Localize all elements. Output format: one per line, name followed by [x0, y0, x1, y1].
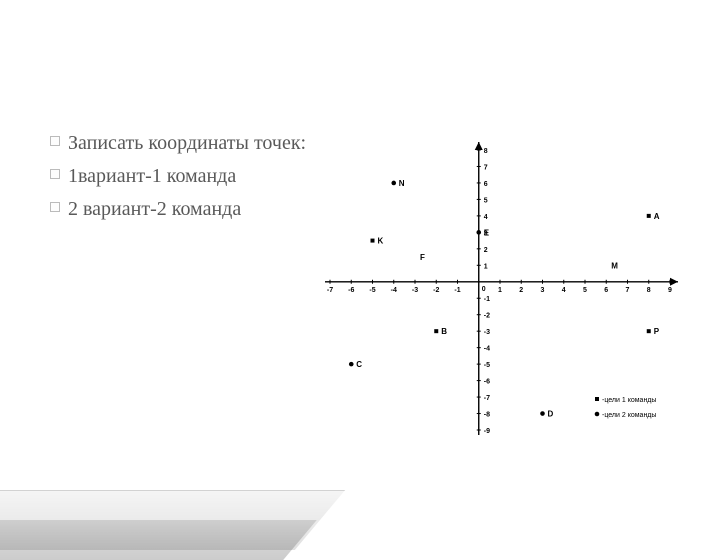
svg-text:3: 3 — [541, 287, 545, 294]
svg-text:-2: -2 — [433, 287, 439, 294]
svg-text:2: 2 — [519, 287, 523, 294]
svg-text:5: 5 — [484, 197, 488, 204]
svg-text:-9: -9 — [484, 428, 490, 435]
svg-text:F: F — [420, 253, 425, 262]
svg-text:M: M — [611, 261, 618, 270]
svg-text:A: A — [654, 212, 660, 221]
svg-text:4: 4 — [562, 287, 566, 294]
svg-text:1: 1 — [498, 287, 502, 294]
instruction-line-2: 1вариант-1 команда — [50, 163, 310, 190]
svg-text:5: 5 — [583, 287, 587, 294]
svg-text:C: C — [356, 360, 362, 369]
svg-text:-1: -1 — [484, 296, 490, 303]
svg-text:7: 7 — [484, 164, 488, 171]
svg-text:E: E — [484, 228, 490, 237]
instruction-text: Записать координаты точек: 1вариант-1 ко… — [50, 130, 310, 229]
svg-text:-3: -3 — [484, 329, 490, 336]
svg-text:-цели 2 команды: -цели 2 команды — [602, 412, 656, 419]
svg-text:2: 2 — [484, 247, 488, 254]
coordinate-chart: -7 -6 -5 -4 -3 -2 -1 0 1 2 3 4 5 6 7 8 9 -9 -8 -7 -6 -5 -4 -3 -2… — [310, 140, 690, 440]
svg-text:-7: -7 — [327, 287, 333, 294]
svg-text:-цели 1 команды: -цели 1 команды — [602, 397, 656, 404]
svg-text:4: 4 — [484, 214, 488, 221]
svg-text:-3: -3 — [412, 287, 418, 294]
svg-text:-4: -4 — [484, 346, 490, 353]
svg-text:1: 1 — [484, 263, 488, 270]
chart-svg: -7 -6 -5 -4 -3 -2 -1 0 1 2 3 4 5 6 7 8 9 -9 -8 -7 -6 -5 -4 -3 -2… — [310, 140, 690, 440]
svg-text:K: K — [378, 237, 384, 246]
svg-text:8: 8 — [484, 148, 488, 155]
slide-decoration-shadow — [0, 520, 317, 560]
svg-text:-6: -6 — [484, 379, 490, 386]
svg-text:P: P — [654, 327, 660, 336]
svg-text:9: 9 — [668, 287, 672, 294]
instruction-line-1: Записать координаты точек: — [50, 130, 310, 157]
svg-text:7: 7 — [626, 287, 630, 294]
svg-text:0: 0 — [482, 286, 486, 293]
svg-text:-5: -5 — [484, 362, 490, 369]
svg-text:-7: -7 — [484, 395, 490, 402]
svg-text:N: N — [399, 179, 405, 188]
svg-text:8: 8 — [647, 287, 651, 294]
svg-text:6: 6 — [604, 287, 608, 294]
svg-text:-6: -6 — [348, 287, 354, 294]
svg-text:-1: -1 — [454, 287, 460, 294]
svg-text:-4: -4 — [391, 287, 397, 294]
svg-text:B: B — [441, 327, 447, 336]
instruction-line-3: 2 вариант-2 команда — [50, 196, 310, 223]
svg-text:6: 6 — [484, 181, 488, 188]
svg-text:-8: -8 — [484, 412, 490, 419]
svg-text:-5: -5 — [369, 287, 375, 294]
svg-text:D: D — [548, 410, 554, 419]
svg-text:-2: -2 — [484, 313, 490, 320]
